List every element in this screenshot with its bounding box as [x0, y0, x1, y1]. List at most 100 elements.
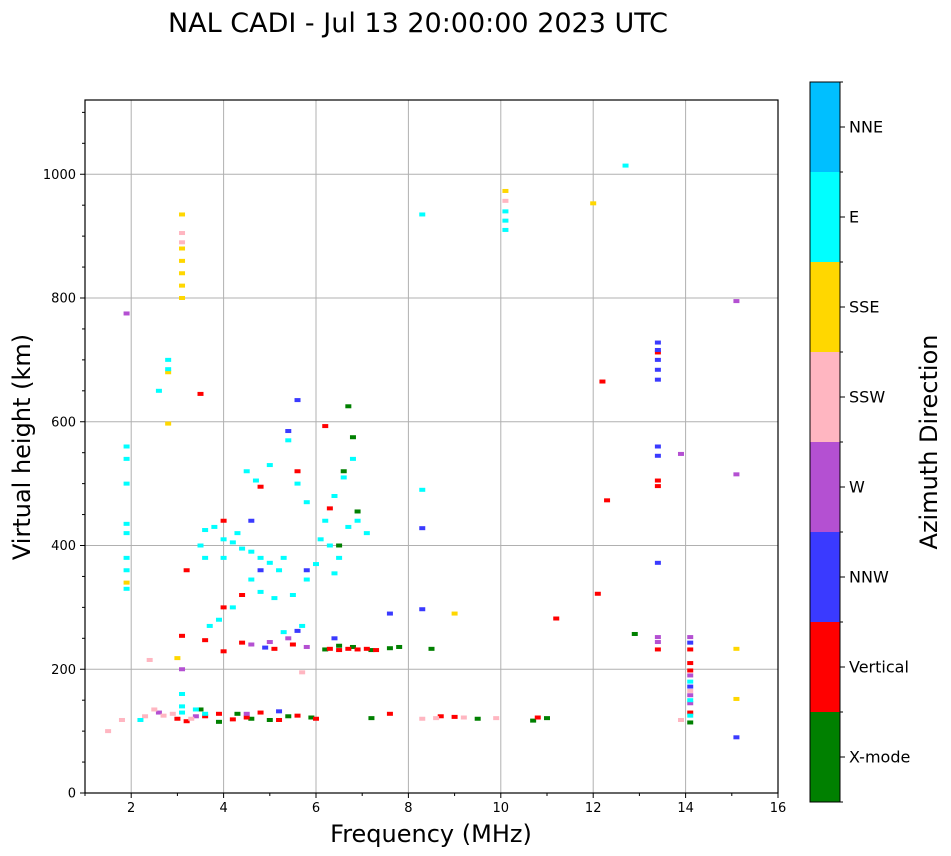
data-point: [294, 469, 301, 474]
data-point: [340, 469, 347, 474]
x-tick-label: 16: [770, 801, 787, 816]
data-point: [179, 231, 186, 236]
data-point: [155, 388, 162, 393]
data-point: [687, 635, 694, 640]
data-point: [654, 444, 661, 449]
colorbar-segment: [810, 262, 840, 352]
data-point: [553, 616, 560, 621]
data-point: [502, 198, 509, 203]
colorbar-tick-label: NNW: [849, 568, 889, 587]
data-point: [654, 377, 661, 382]
data-point: [123, 311, 130, 316]
x-tick-label: 4: [219, 801, 227, 816]
data-point: [322, 424, 329, 429]
data-point: [248, 577, 255, 582]
data-point: [271, 596, 278, 601]
data-point: [386, 646, 393, 651]
data-point: [243, 711, 250, 716]
data-point: [373, 648, 380, 653]
data-point: [165, 421, 172, 426]
data-point: [654, 340, 661, 345]
y-axis-label: Virtual height (km): [8, 334, 36, 560]
data-point: [142, 714, 149, 719]
data-point: [197, 543, 204, 548]
data-point: [308, 715, 315, 720]
data-point: [266, 640, 273, 645]
data-point: [336, 543, 343, 548]
data-point: [202, 638, 209, 643]
colorbar-tick-label: X-mode: [849, 748, 910, 767]
data-point: [336, 555, 343, 560]
data-point: [654, 640, 661, 645]
colorbar-segment: [810, 712, 840, 802]
data-point: [243, 469, 250, 474]
data-point: [257, 589, 264, 594]
chart-title: NAL CADI - Jul 13 20:00:00 2023 UTC: [168, 8, 668, 39]
data-point: [349, 456, 356, 461]
data-point: [229, 540, 236, 545]
data-point: [266, 560, 273, 565]
data-point: [248, 642, 255, 647]
data-point: [336, 643, 343, 648]
data-point: [654, 347, 661, 352]
data-point: [354, 647, 361, 652]
data-point: [294, 713, 301, 718]
data-point: [276, 709, 283, 714]
data-point: [460, 715, 467, 720]
data-point: [451, 714, 458, 719]
data-point: [165, 357, 172, 362]
colorbar-segment: [810, 442, 840, 532]
data-point: [257, 710, 264, 715]
data-point: [239, 593, 246, 597]
data-point: [165, 367, 172, 372]
y-axis-ticks: 0 200 400 600 800 1000: [43, 111, 85, 802]
data-point: [174, 656, 181, 661]
data-point: [502, 188, 509, 193]
x-tick-label: 6: [312, 801, 320, 816]
data-point: [234, 711, 241, 716]
data-point: [220, 537, 227, 542]
data-point: [220, 518, 227, 523]
data-point: [687, 661, 694, 666]
data-point: [363, 646, 370, 651]
data-point: [687, 668, 694, 673]
data-point: [386, 611, 393, 616]
colorbar-tick-label: Vertical: [849, 658, 909, 677]
data-point: [654, 367, 661, 372]
data-point: [733, 299, 740, 304]
data-point: [313, 562, 319, 567]
data-point: [654, 453, 661, 458]
data-point: [123, 580, 130, 585]
data-point: [428, 646, 435, 651]
data-point: [197, 391, 204, 396]
data-point: [179, 633, 186, 638]
data-point: [687, 713, 694, 718]
data-point: [294, 481, 301, 486]
data-point: [289, 593, 296, 597]
data-point: [331, 571, 338, 576]
data-point: [123, 481, 130, 486]
colorbar-tick-label: SSE: [849, 298, 879, 317]
data-point: [317, 537, 324, 542]
data-point: [631, 631, 638, 636]
data-point: [687, 647, 694, 652]
data-point: [733, 646, 740, 651]
data-point: [155, 710, 162, 715]
data-point: [345, 524, 352, 529]
data-point: [202, 711, 209, 716]
data-point: [271, 646, 278, 651]
data-point: [433, 716, 440, 721]
colorbar-label: Azimuth Direction: [915, 335, 943, 550]
data-point: [262, 645, 269, 650]
data-point: [215, 719, 222, 724]
data-point: [123, 531, 130, 536]
y-tick-label: 800: [51, 292, 76, 307]
data-point: [294, 628, 301, 633]
data-point: [179, 704, 186, 709]
data-points: [105, 163, 740, 740]
data-point: [544, 716, 550, 721]
data-point: [349, 435, 356, 440]
data-point: [654, 357, 661, 362]
data-point: [280, 555, 287, 560]
data-point: [677, 717, 684, 722]
